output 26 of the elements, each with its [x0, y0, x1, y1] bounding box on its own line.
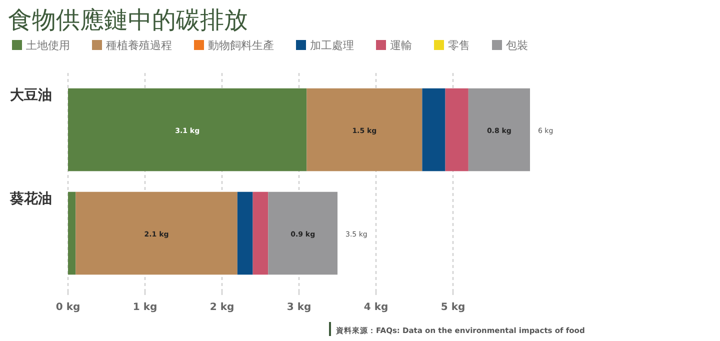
x-tick-label: 0 kg [56, 302, 80, 313]
bar [306, 88, 422, 172]
bar [268, 192, 338, 275]
bar [252, 192, 268, 275]
legend-label: 零售 [448, 39, 470, 52]
bar [68, 192, 76, 275]
x-tick-label: 5 kg [440, 302, 466, 313]
y-tick-label: 葵花油 [9, 190, 52, 207]
legend-label: 加工處理 [310, 39, 354, 52]
x-tick-label: 1 kg [132, 302, 158, 313]
chart-title: 食物供應鏈中的碳排放 [8, 6, 248, 34]
legend-label: 種植養殖過程 [106, 39, 172, 52]
legend-label: 包裝 [506, 39, 528, 52]
bar [68, 88, 307, 172]
bar [445, 88, 468, 172]
bar [468, 88, 530, 172]
bar [76, 192, 238, 275]
legend-label: 動物飼料生產 [208, 39, 274, 52]
bar [422, 88, 446, 172]
y-tick-label: 大豆油 [10, 87, 52, 104]
bar [237, 192, 253, 275]
x-tick-label: 2 kg [210, 302, 234, 313]
legend-label: 運輸 [390, 39, 412, 52]
legend-label: 土地使用 [26, 39, 70, 52]
x-tick-label: 4 kg [364, 302, 388, 313]
x-tick-label: 3 kg [286, 302, 312, 313]
